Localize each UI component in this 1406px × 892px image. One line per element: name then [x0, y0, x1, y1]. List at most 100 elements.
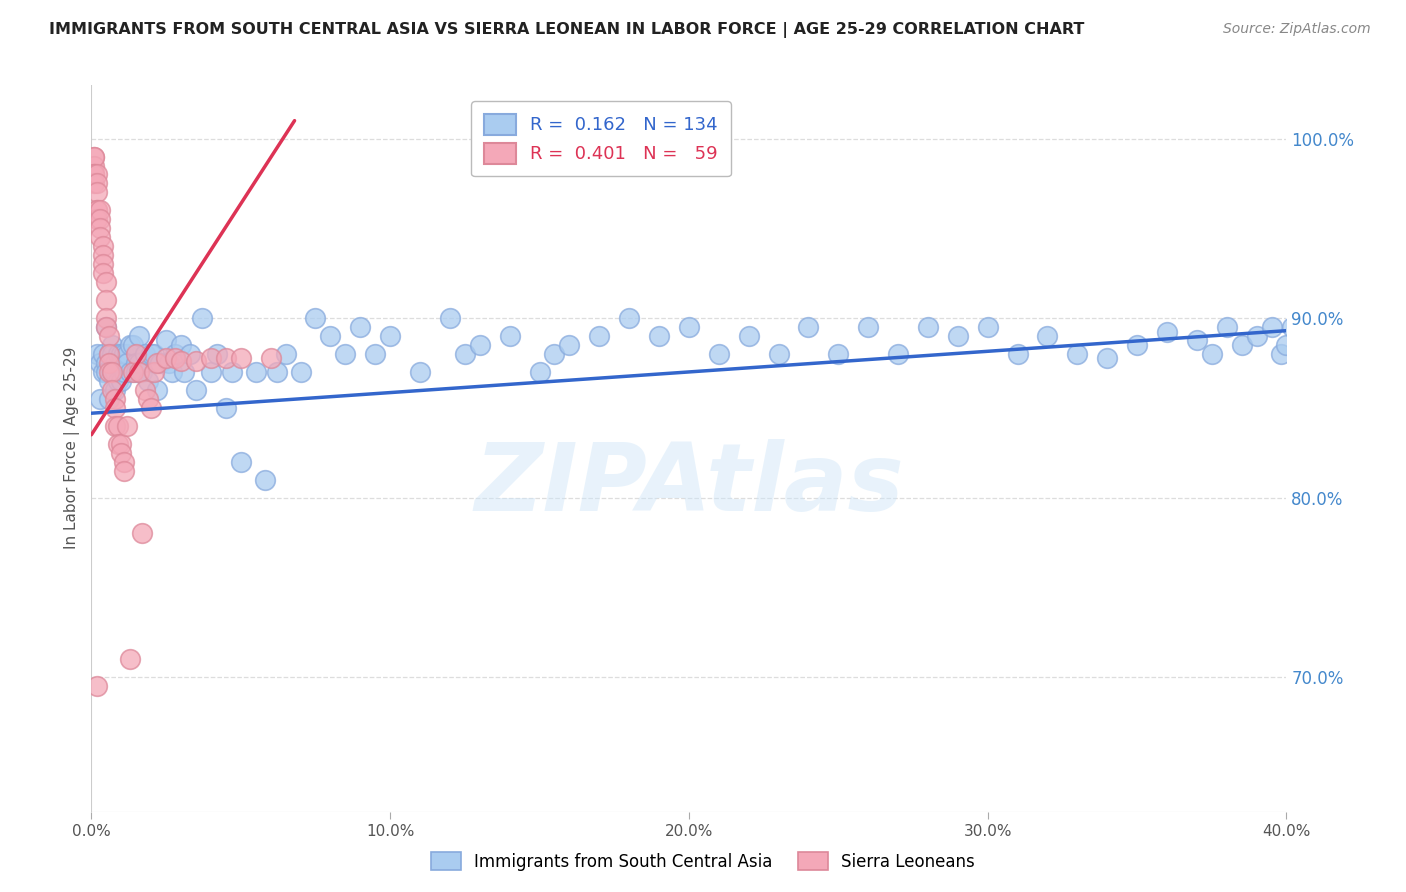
Point: [83, 168, 105, 182]
Point: [1216, 320, 1239, 334]
Point: [409, 365, 432, 379]
Point: [1230, 338, 1253, 352]
Point: [380, 329, 402, 343]
Point: [215, 401, 238, 415]
Point: [1365, 320, 1388, 334]
Point: [98, 347, 121, 361]
Point: [191, 311, 214, 326]
Point: [104, 356, 127, 370]
Point: [221, 365, 243, 379]
Point: [96, 320, 118, 334]
Point: [112, 455, 135, 469]
Point: [112, 365, 135, 379]
Point: [1275, 338, 1298, 352]
Point: [1389, 347, 1406, 361]
Point: [89, 356, 111, 370]
Point: [83, 149, 105, 163]
Point: [335, 347, 357, 361]
Point: [304, 311, 326, 326]
Point: [110, 347, 132, 361]
Point: [96, 311, 118, 326]
Point: [259, 351, 281, 365]
Point: [101, 365, 124, 379]
Point: [1156, 326, 1178, 340]
Point: [1201, 347, 1223, 361]
Point: [128, 329, 150, 343]
Point: [86, 186, 108, 200]
Point: [98, 365, 121, 379]
Point: [200, 365, 222, 379]
Point: [205, 347, 228, 361]
Point: [143, 365, 166, 379]
Point: [107, 347, 129, 361]
Point: [364, 347, 387, 361]
Point: [98, 329, 121, 343]
Point: [1360, 326, 1382, 340]
Point: [1281, 320, 1303, 334]
Point: [89, 392, 111, 406]
Point: [125, 365, 148, 379]
Point: [96, 275, 118, 289]
Point: [678, 320, 700, 334]
Point: [173, 365, 195, 379]
Point: [146, 356, 169, 370]
Point: [1260, 320, 1282, 334]
Point: [1291, 333, 1313, 347]
Point: [946, 329, 969, 343]
Point: [1066, 347, 1088, 361]
Point: [98, 374, 121, 388]
Point: [157, 356, 180, 370]
Point: [104, 392, 127, 406]
Point: [120, 652, 142, 666]
Point: [110, 446, 132, 460]
Point: [136, 374, 159, 388]
Point: [89, 221, 111, 235]
Point: [141, 401, 163, 415]
Text: Source: ZipAtlas.com: Source: ZipAtlas.com: [1223, 22, 1371, 37]
Point: [588, 329, 610, 343]
Point: [131, 526, 153, 541]
Point: [1350, 338, 1372, 352]
Point: [96, 293, 118, 307]
Point: [86, 203, 108, 218]
Text: ZIPAtlas: ZIPAtlas: [474, 439, 904, 531]
Point: [976, 320, 998, 334]
Point: [253, 473, 276, 487]
Point: [170, 354, 193, 368]
Point: [83, 177, 105, 191]
Point: [543, 347, 565, 361]
Point: [1395, 338, 1406, 352]
Point: [439, 311, 461, 326]
Point: [93, 365, 115, 379]
Point: [266, 365, 288, 379]
Point: [107, 418, 129, 433]
Point: [89, 230, 111, 244]
Point: [120, 338, 142, 352]
Point: [768, 347, 790, 361]
Point: [89, 212, 111, 227]
Point: [529, 365, 551, 379]
Point: [104, 401, 127, 415]
Point: [115, 347, 138, 361]
Point: [143, 347, 166, 361]
Point: [290, 365, 312, 379]
Point: [93, 239, 115, 253]
Point: [131, 365, 153, 379]
Point: [110, 436, 132, 450]
Point: [146, 383, 169, 397]
Point: [134, 347, 156, 361]
Point: [155, 351, 177, 365]
Point: [858, 320, 880, 334]
Point: [1126, 338, 1149, 352]
Point: [827, 347, 849, 361]
Point: [170, 338, 193, 352]
Point: [101, 338, 124, 352]
Point: [215, 351, 238, 365]
Point: [1007, 347, 1029, 361]
Point: [1097, 351, 1119, 365]
Point: [104, 418, 127, 433]
Point: [1379, 329, 1402, 343]
Legend: Immigrants from South Central Asia, Sierra Leoneans: Immigrants from South Central Asia, Sier…: [423, 844, 983, 880]
Point: [229, 351, 252, 365]
Point: [1305, 338, 1327, 352]
